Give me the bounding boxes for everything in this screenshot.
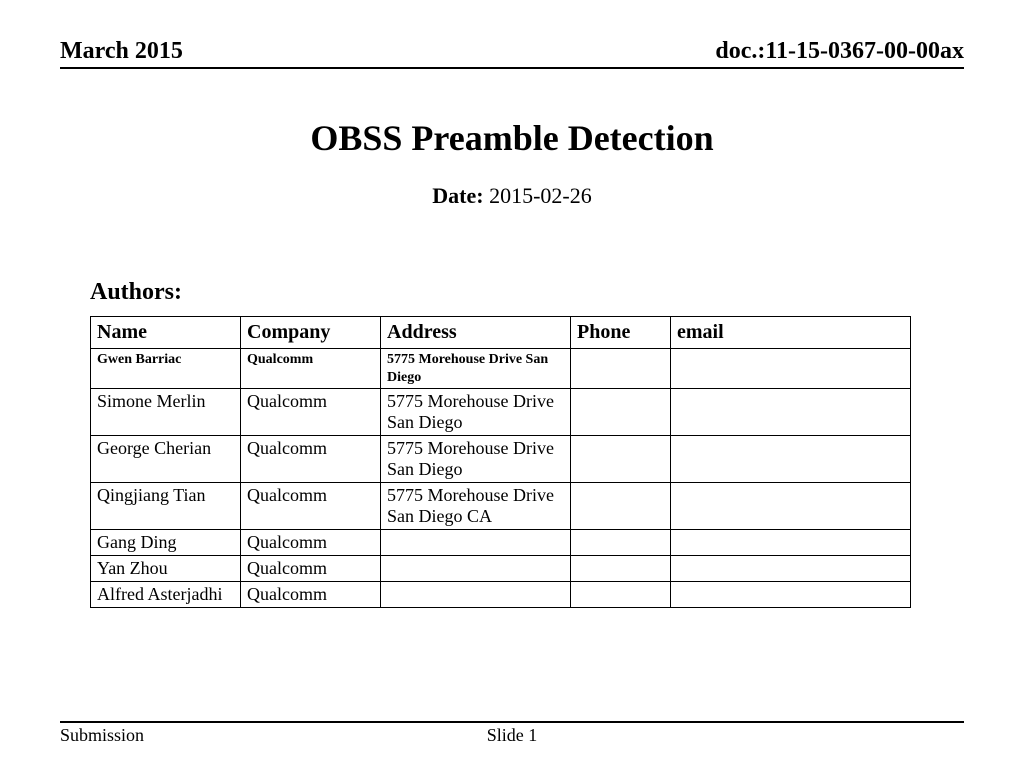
- document-page: March 2015 doc.:11-15-0367-00-00ax OBSS …: [0, 0, 1024, 768]
- cell-email: [671, 556, 911, 582]
- cell-name: George Cherian: [91, 436, 241, 483]
- footer-center: Slide 1: [361, 725, 662, 746]
- cell-phone: [571, 483, 671, 530]
- table-row: Simone MerlinQualcomm5775 Morehouse Driv…: [91, 389, 911, 436]
- col-header-company: Company: [241, 317, 381, 349]
- cell-phone: [571, 349, 671, 389]
- authors-table: Name Company Address Phone email Gwen Ba…: [90, 316, 911, 608]
- header-left: March 2015: [60, 38, 183, 65]
- header-right: doc.:11-15-0367-00-00ax: [715, 38, 964, 65]
- cell-company: Qualcomm: [241, 349, 381, 389]
- cell-name: Qingjiang Tian: [91, 483, 241, 530]
- table-row: George CherianQualcomm5775 Morehouse Dri…: [91, 436, 911, 483]
- table-row: Yan ZhouQualcomm: [91, 556, 911, 582]
- cell-name: Alfred Asterjadhi: [91, 582, 241, 608]
- date-value: 2015-02-26: [489, 183, 592, 208]
- cell-name: Simone Merlin: [91, 389, 241, 436]
- col-header-address: Address: [381, 317, 571, 349]
- cell-company: Qualcomm: [241, 530, 381, 556]
- header-bar: March 2015 doc.:11-15-0367-00-00ax: [60, 38, 964, 69]
- table-row: Gwen BarriacQualcomm5775 Morehouse Drive…: [91, 349, 911, 389]
- table-row: Qingjiang TianQualcomm5775 Morehouse Dri…: [91, 483, 911, 530]
- table-header-row: Name Company Address Phone email: [91, 317, 911, 349]
- cell-email: [671, 530, 911, 556]
- cell-address: 5775 Morehouse Drive San Diego: [381, 436, 571, 483]
- cell-company: Qualcomm: [241, 556, 381, 582]
- table-row: Alfred AsterjadhiQualcomm: [91, 582, 911, 608]
- cell-company: Qualcomm: [241, 436, 381, 483]
- cell-company: Qualcomm: [241, 483, 381, 530]
- cell-address: [381, 530, 571, 556]
- cell-phone: [571, 556, 671, 582]
- cell-address: [381, 582, 571, 608]
- cell-address: 5775 Morehouse Drive San Diego CA: [381, 483, 571, 530]
- cell-company: Qualcomm: [241, 389, 381, 436]
- footer-right: [663, 725, 964, 746]
- cell-email: [671, 389, 911, 436]
- cell-name: Gang Ding: [91, 530, 241, 556]
- cell-email: [671, 483, 911, 530]
- cell-address: 5775 Morehouse Drive San Diego: [381, 349, 571, 389]
- cell-address: 5775 Morehouse Drive San Diego: [381, 389, 571, 436]
- cell-email: [671, 349, 911, 389]
- col-header-phone: Phone: [571, 317, 671, 349]
- cell-email: [671, 582, 911, 608]
- cell-phone: [571, 436, 671, 483]
- authors-label: Authors:: [90, 279, 964, 306]
- cell-phone: [571, 389, 671, 436]
- footer-bar: Submission Slide 1: [60, 721, 964, 746]
- cell-phone: [571, 582, 671, 608]
- page-title: OBSS Preamble Detection: [60, 117, 964, 159]
- cell-name: Yan Zhou: [91, 556, 241, 582]
- date-line: Date: 2015-02-26: [60, 183, 964, 209]
- cell-company: Qualcomm: [241, 582, 381, 608]
- col-header-email: email: [671, 317, 911, 349]
- footer-left: Submission: [60, 725, 361, 746]
- table-row: Gang DingQualcomm: [91, 530, 911, 556]
- cell-phone: [571, 530, 671, 556]
- cell-email: [671, 436, 911, 483]
- cell-address: [381, 556, 571, 582]
- col-header-name: Name: [91, 317, 241, 349]
- cell-name: Gwen Barriac: [91, 349, 241, 389]
- date-label: Date:: [432, 183, 483, 208]
